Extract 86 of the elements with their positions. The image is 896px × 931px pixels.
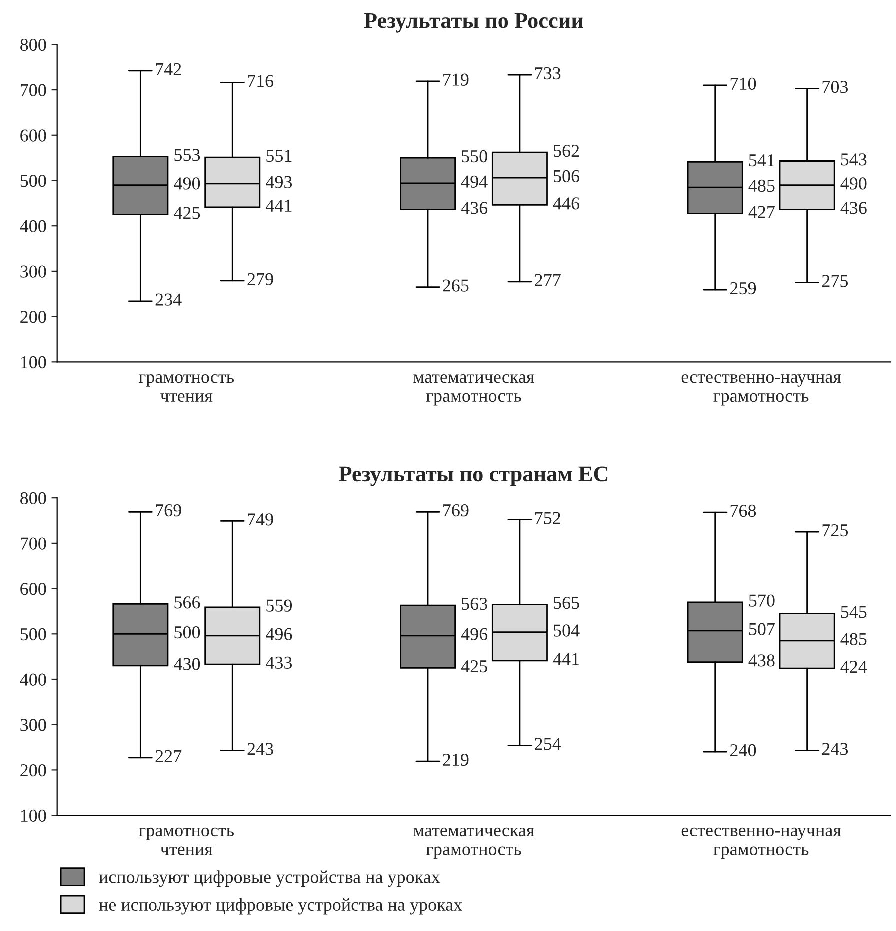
y-tick-label: 300 <box>20 719 46 732</box>
text: 485 <box>748 180 775 192</box>
y-tick-label: 100 <box>21 356 46 369</box>
legend-label: не используют цифровые устройства на уроках <box>99 898 462 915</box>
y-tick-label: 800 <box>20 38 46 52</box>
text: 493 <box>266 176 292 188</box>
text: 506 <box>554 170 580 183</box>
text: 749 <box>248 514 274 526</box>
text: 543 <box>841 154 867 166</box>
text: 733 <box>536 67 561 80</box>
text: 243 <box>248 743 274 756</box>
text: 496 <box>461 628 488 640</box>
text: 275 <box>822 275 848 288</box>
text: 430 <box>174 658 200 670</box>
y-tick-label: 400 <box>20 674 46 686</box>
text: 259 <box>730 282 756 295</box>
text: 752 <box>536 512 560 524</box>
text: 570 <box>749 594 775 607</box>
y-tick-label: 700 <box>21 538 46 550</box>
y-tick-label: 400 <box>20 220 46 233</box>
y-tick-label: 600 <box>20 583 46 596</box>
x-tick-label: грамотность чтения <box>139 828 234 856</box>
text: 490 <box>174 178 200 190</box>
text: 500 <box>174 626 200 639</box>
text: 436 <box>840 202 867 214</box>
text: 716 <box>248 75 274 88</box>
chart-title: Результаты по странам ЕС <box>339 466 608 486</box>
x-tick-label: математическая грамотность <box>414 374 534 406</box>
text: 541 <box>749 154 774 167</box>
text: 490 <box>840 178 867 190</box>
text: 446 <box>553 198 580 210</box>
text: 438 <box>748 654 775 667</box>
y-tick-label: 300 <box>20 266 46 278</box>
y-tick-label: 200 <box>20 311 46 324</box>
text: 219 <box>443 754 469 766</box>
x-tick-label: естественно-научная грамотность <box>682 828 842 860</box>
text: 494 <box>461 176 488 188</box>
text: 710 <box>730 78 756 90</box>
text: 436 <box>461 202 488 214</box>
text: 550 <box>462 150 488 163</box>
text: 243 <box>822 743 848 756</box>
text: 265 <box>443 280 469 292</box>
text: 485 <box>840 633 867 646</box>
text: 565 <box>554 597 580 610</box>
text: 504 <box>554 624 580 637</box>
y-tick-label: 100 <box>21 810 46 822</box>
text: 234 <box>156 294 182 306</box>
text: 433 <box>266 656 292 670</box>
text: 507 <box>749 623 775 636</box>
text: 227 <box>156 750 182 762</box>
text: 553 <box>174 149 200 162</box>
text: 566 <box>174 596 200 609</box>
text: 725 <box>822 524 848 537</box>
text: 703 <box>822 81 848 94</box>
x-tick-label: грамотность чтения <box>139 374 234 402</box>
y-tick-label: 200 <box>20 764 46 777</box>
text: 279 <box>248 273 274 286</box>
y-tick-label: 500 <box>20 175 46 188</box>
text: 441 <box>553 653 579 666</box>
text: 240 <box>730 744 756 757</box>
text: 742 <box>156 63 182 76</box>
text: 719 <box>444 74 469 86</box>
text: 425 <box>461 660 488 673</box>
text: 425 <box>174 207 200 220</box>
text: 277 <box>535 274 561 286</box>
legend-label: используют цифровые устройства на уроках <box>99 870 440 888</box>
x-tick-label: естественно-научная грамотность <box>682 374 842 406</box>
text: 424 <box>840 661 868 673</box>
text: 254 <box>535 738 562 750</box>
text: 768 <box>730 504 756 518</box>
y-tick-label: 700 <box>21 84 46 96</box>
y-tick-label: 800 <box>20 492 46 505</box>
text: 441 <box>266 200 292 212</box>
text: 563 <box>462 598 488 610</box>
text: 769 <box>444 504 469 517</box>
text: 559 <box>266 600 292 612</box>
text: 427 <box>748 206 775 218</box>
chart-title: Результаты по России <box>364 13 584 33</box>
y-tick-label: 500 <box>20 628 46 641</box>
text: 496 <box>266 628 292 640</box>
x-tick-label: математическая грамотность <box>414 828 534 860</box>
y-tick-label: 600 <box>20 130 46 142</box>
text: 562 <box>554 145 580 158</box>
text: 769 <box>156 504 182 517</box>
text: 551 <box>266 150 292 162</box>
text: 545 <box>841 606 867 618</box>
